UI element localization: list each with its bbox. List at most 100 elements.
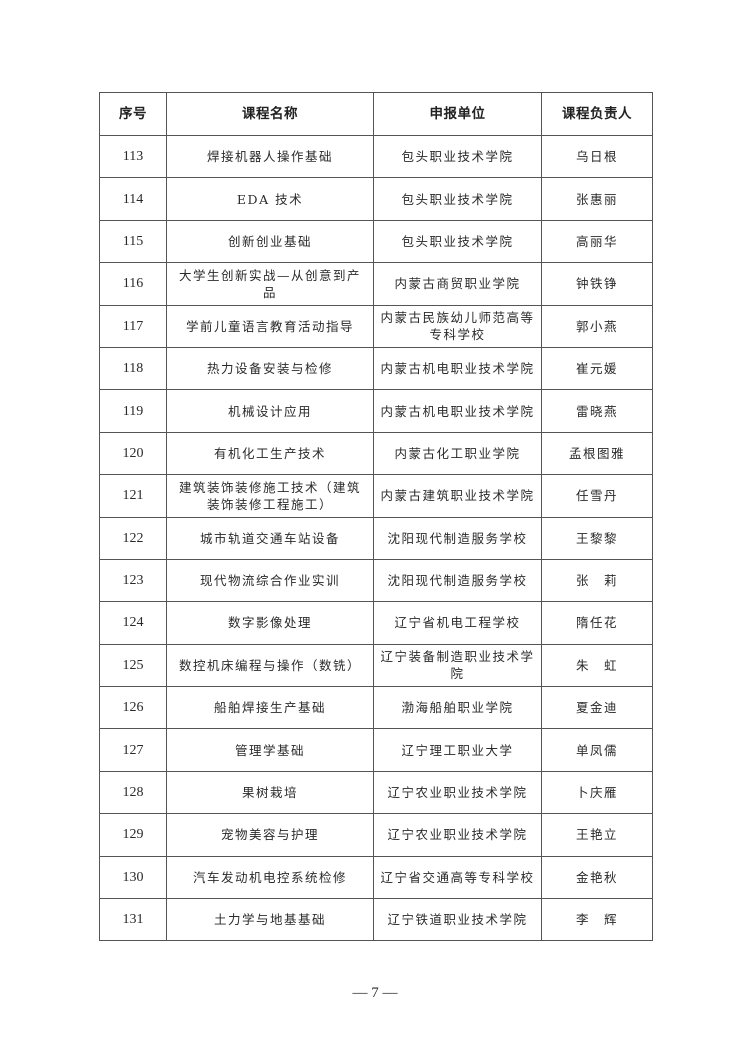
cell-lead: 郭小燕 xyxy=(541,304,653,348)
table-row: 124 数字影像处理 辽宁省机电工程学校 隋任花 xyxy=(99,601,653,645)
cell-institution: 辽宁农业职业技术学院 xyxy=(373,770,542,815)
cell-lead: 孟根图雅 xyxy=(541,431,653,476)
header-course-name: 课程名称 xyxy=(166,92,374,136)
table-row: 127 管理学基础 辽宁理工职业大学 单凤儒 xyxy=(99,728,653,772)
cell-course-name: 城市轨道交通车站设备 xyxy=(166,516,374,560)
cell-course-name: 土力学与地基基础 xyxy=(166,898,374,942)
cell-lead: 李 辉 xyxy=(541,898,653,942)
table-row: 122 城市轨道交通车站设备 沈阳现代制造服务学校 王黎黎 xyxy=(99,516,653,560)
cell-institution: 内蒙古建筑职业技术学院 xyxy=(373,474,542,518)
cell-lead: 高丽华 xyxy=(541,219,653,264)
table-row: 125 数控机床编程与操作（数铣） 辽宁装备制造职业技术学院朱 虹 xyxy=(99,643,653,688)
cell-lead: 崔元媛 xyxy=(541,346,653,391)
cell-course-name: 数控机床编程与操作（数铣） xyxy=(166,643,374,688)
table-row: 114 EDA 技术 包头职业技术学院 张惠丽 xyxy=(99,177,653,221)
cell-index: 129 xyxy=(99,813,167,857)
cell-index: 127 xyxy=(99,728,167,772)
cell-course-name: EDA 技术 xyxy=(166,177,374,221)
cell-index: 114 xyxy=(99,177,167,221)
cell-lead: 朱 虹 xyxy=(541,643,653,688)
cell-course-name: 果树栽培 xyxy=(166,770,374,815)
cell-lead: 单凤儒 xyxy=(541,728,653,772)
table-row: 128 果树栽培 辽宁农业职业技术学院 卜庆雁 xyxy=(99,770,653,815)
cell-course-name: 热力设备安装与检修 xyxy=(166,346,374,391)
cell-institution: 辽宁农业职业技术学院 xyxy=(373,813,542,857)
cell-institution: 沈阳现代制造服务学校 xyxy=(373,516,542,560)
table-row: 131 土力学与地基基础 辽宁铁道职业技术学院李 辉 xyxy=(99,898,653,942)
cell-course-name: 宠物美容与护理 xyxy=(166,813,374,857)
cell-course-name: 汽车发动机电控系统检修 xyxy=(166,855,374,900)
cell-course-name: 现代物流综合作业实训 xyxy=(166,558,374,603)
cell-index: 124 xyxy=(99,601,167,645)
cell-course-name: 机械设计应用 xyxy=(166,389,374,433)
cell-lead: 隋任花 xyxy=(541,601,653,645)
cell-institution: 内蒙古商贸职业学院 xyxy=(373,262,542,306)
cell-lead: 金艳秋 xyxy=(541,855,653,900)
cell-index: 120 xyxy=(99,431,167,476)
cell-index: 122 xyxy=(99,516,167,560)
cell-lead: 卜庆雁 xyxy=(541,770,653,815)
table-header-row: 序号 课程名称 申报单位 课程负责人 xyxy=(99,92,653,136)
table-row: 120 有机化工生产技术 内蒙古化工职业学院 孟根图雅 xyxy=(99,431,653,476)
cell-institution: 内蒙古机电职业技术学院 xyxy=(373,346,542,391)
cell-index: 118 xyxy=(99,346,167,391)
cell-index: 126 xyxy=(99,686,167,730)
cell-index: 125 xyxy=(99,643,167,688)
cell-index: 128 xyxy=(99,770,167,815)
cell-institution: 辽宁省交通高等专科学校 xyxy=(373,855,542,900)
course-table: 序号 课程名称 申报单位 课程负责人 113 焊接机器人操作基础 包头职业技术学院乌… xyxy=(99,92,653,942)
cell-course-name: 船舶焊接生产基础 xyxy=(166,686,374,730)
cell-index: 116 xyxy=(99,262,167,306)
table-row: 129 宠物美容与护理 辽宁农业职业技术学院 王艳立 xyxy=(99,813,653,857)
header-index: 序号 xyxy=(99,92,167,136)
cell-course-name: 创新创业基础 xyxy=(166,219,374,264)
cell-lead: 张惠丽 xyxy=(541,177,653,221)
cell-institution: 包头职业技术学院 xyxy=(373,219,542,264)
cell-lead: 任雪丹 xyxy=(541,474,653,518)
header-lead: 课程负责人 xyxy=(541,92,653,136)
cell-lead: 钟铁铮 xyxy=(541,262,653,306)
cell-course-name: 数字影像处理 xyxy=(166,601,374,645)
table-row: 126 船舶焊接生产基础 渤海船舶职业学院 夏金迪 xyxy=(99,686,653,730)
cell-lead: 夏金迪 xyxy=(541,686,653,730)
cell-course-name: 建筑装饰装修施工技术（建筑装饰装修工程施工） xyxy=(166,474,374,518)
cell-course-name: 管理学基础 xyxy=(166,728,374,772)
cell-institution: 包头职业技术学院 xyxy=(373,134,542,179)
cell-institution: 辽宁理工职业大学 xyxy=(373,728,542,772)
cell-lead: 乌日根 xyxy=(541,134,653,179)
cell-lead: 王黎黎 xyxy=(541,516,653,560)
cell-institution: 辽宁省机电工程学校 xyxy=(373,601,542,645)
cell-lead: 张 莉 xyxy=(541,558,653,603)
table-row: 113 焊接机器人操作基础 包头职业技术学院 乌日根 xyxy=(99,134,653,179)
table-row: 116 大学生创新实战—从创意到产品 内蒙古商贸职业学院 钟铁铮 xyxy=(99,262,653,306)
cell-course-name: 学前儿童语言教育活动指导 xyxy=(166,304,374,348)
table-row: 130 汽车发动机电控系统检修 辽宁省交通高等专科学校 金艳秋 xyxy=(99,855,653,900)
cell-index: 117 xyxy=(99,304,167,348)
table-row: 119 机械设计应用 内蒙古机电职业技术学院 雷晓燕 xyxy=(99,389,653,433)
page-number: — 7 — xyxy=(352,985,398,1001)
cell-institution: 内蒙古机电职业技术学院 xyxy=(373,389,542,433)
cell-course-name: 大学生创新实战—从创意到产品 xyxy=(166,262,374,306)
cell-index: 130 xyxy=(99,855,167,900)
cell-index: 115 xyxy=(99,219,167,264)
cell-lead: 雷晓燕 xyxy=(541,389,653,433)
table-row: 121 建筑装饰装修施工技术（建筑装饰装修工程施工） 内蒙古建筑职业技术学院 任雪丹 xyxy=(99,474,653,518)
table-row: 115 创新创业基础 包头职业技术学院 高丽华 xyxy=(99,219,653,264)
cell-index: 121 xyxy=(99,474,167,518)
cell-index: 113 xyxy=(99,134,167,179)
cell-institution: 内蒙古化工职业学院 xyxy=(373,431,542,476)
cell-index: 123 xyxy=(99,558,167,603)
cell-index: 119 xyxy=(99,389,167,433)
header-institution: 申报单位 xyxy=(373,92,542,136)
table-row: 123 现代物流综合作业实训 沈阳现代制造服务学校张 莉 xyxy=(99,558,653,603)
table-row: 117 学前儿童语言教育活动指导 内蒙古民族幼儿师范高等专科学校 郭小燕 xyxy=(99,304,653,348)
cell-institution: 辽宁铁道职业技术学院 xyxy=(373,898,542,942)
cell-course-name: 焊接机器人操作基础 xyxy=(166,134,374,179)
cell-lead: 王艳立 xyxy=(541,813,653,857)
cell-institution: 渤海船舶职业学院 xyxy=(373,686,542,730)
cell-institution: 沈阳现代制造服务学校 xyxy=(373,558,542,603)
cell-index: 131 xyxy=(99,898,167,942)
cell-institution: 包头职业技术学院 xyxy=(373,177,542,221)
cell-course-name: 有机化工生产技术 xyxy=(166,431,374,476)
cell-institution: 内蒙古民族幼儿师范高等专科学校 xyxy=(373,304,542,348)
